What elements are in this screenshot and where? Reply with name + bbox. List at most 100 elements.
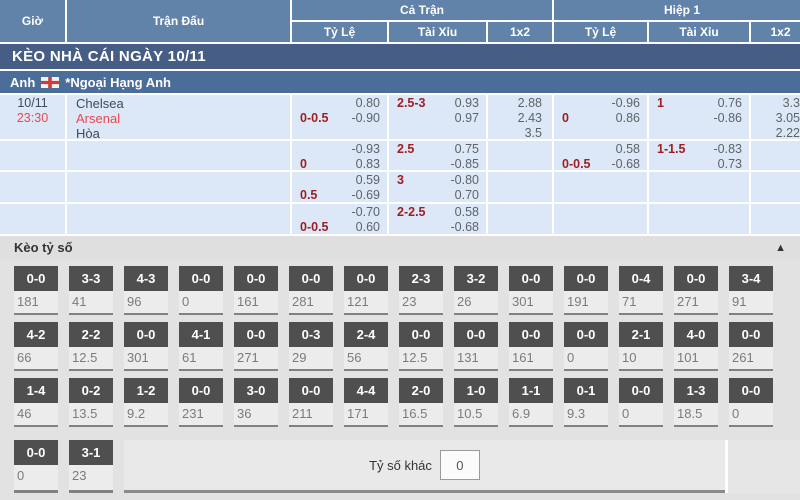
ft-handicap-cell[interactable]: -0.70 0-0.5 0.60 <box>292 204 387 234</box>
score-cell[interactable]: 3-3 41 <box>69 266 113 315</box>
ft-overunder-cell[interactable]: 2-2.5 0.58 -0.68 <box>389 204 486 234</box>
score-cell[interactable]: 1-1 6.9 <box>509 378 553 427</box>
score-chip[interactable]: 0-0 <box>179 378 223 403</box>
score-cell[interactable]: 0-3 29 <box>289 322 333 371</box>
ft-overunder-cell[interactable]: 2.5 0.75 -0.85 <box>389 141 486 170</box>
score-chip[interactable]: 0-0 <box>289 266 333 291</box>
score-cell[interactable]: 0-4 71 <box>619 266 663 315</box>
h1-1x2-cell[interactable] <box>751 204 800 234</box>
h1-1x2-cell[interactable] <box>751 172 800 202</box>
score-chip[interactable]: 0-0 <box>234 266 278 291</box>
odds-value[interactable]: -0.85 <box>450 157 480 170</box>
score-cell[interactable]: 4-3 96 <box>124 266 168 315</box>
score-cell[interactable]: 0-0 301 <box>509 266 553 315</box>
h1-handicap-cell[interactable] <box>554 172 647 202</box>
other-score-input[interactable] <box>439 450 480 480</box>
score-chip[interactable]: 1-4 <box>14 378 58 403</box>
odds-value[interactable]: 0.86 <box>615 111 640 125</box>
score-cell[interactable]: 0-0 301 <box>124 322 168 371</box>
ft-1x2-cell[interactable] <box>488 172 552 202</box>
score-cell[interactable]: 0-0 0 <box>179 266 223 315</box>
odds-value[interactable]: 0.83 <box>355 157 380 170</box>
ft-overunder-cell[interactable]: 3 -0.80 0.70 <box>389 172 486 202</box>
score-chip[interactable]: 3-2 <box>454 266 498 291</box>
odds-value[interactable]: 0.75 <box>454 142 479 156</box>
score-chip[interactable]: 3-1 <box>69 440 113 465</box>
score-cell[interactable]: 0-0 211 <box>289 378 333 427</box>
score-chip[interactable]: 0-0 <box>619 378 663 403</box>
score-cell[interactable]: 2-1 10 <box>619 322 663 371</box>
score-chip[interactable]: 0-0 <box>564 322 608 347</box>
score-chip[interactable]: 0-4 <box>619 266 663 291</box>
score-chip[interactable]: 3-3 <box>69 266 113 291</box>
score-cell[interactable]: 2-3 23 <box>399 266 443 315</box>
ft-handicap-cell[interactable]: 0.59 0.5 -0.69 <box>292 172 387 202</box>
score-cell[interactable]: 3-1 23 <box>69 440 113 493</box>
odds-value[interactable]: 0.58 <box>615 142 640 156</box>
score-cell[interactable]: 1-3 18.5 <box>674 378 718 427</box>
score-chip[interactable]: 4-1 <box>179 322 223 347</box>
score-chip[interactable]: 0-0 <box>729 378 773 403</box>
score-chip[interactable]: 0-0 <box>14 266 58 291</box>
ft-1x2-cell[interactable]: 2.88 2.43 3.5 <box>488 95 552 139</box>
odds-value[interactable]: 0.76 <box>717 96 742 110</box>
score-cell[interactable]: 2-0 16.5 <box>399 378 443 427</box>
score-cell[interactable]: 0-0 281 <box>289 266 333 315</box>
score-section-header[interactable]: Kèo tỷ số ▲ <box>0 236 800 259</box>
score-chip[interactable]: 1-2 <box>124 378 168 403</box>
score-cell[interactable]: 0-0 131 <box>454 322 498 371</box>
score-cell[interactable]: 4-0 101 <box>674 322 718 371</box>
odds-value[interactable]: 0.59 <box>355 173 380 187</box>
score-chip[interactable]: 0-0 <box>564 266 608 291</box>
score-cell[interactable]: 3-0 36 <box>234 378 278 427</box>
score-chip[interactable]: 2-0 <box>399 378 443 403</box>
h1-handicap-cell[interactable]: -0.96 0 0.86 <box>554 95 647 139</box>
odds-value[interactable]: -0.96 <box>611 96 641 110</box>
league-row[interactable]: Anh *Ngoại Hạng Anh <box>0 69 800 93</box>
score-cell[interactable]: 0-0 0 <box>619 378 663 427</box>
odds-value[interactable]: -0.93 <box>351 142 381 156</box>
odds-value[interactable]: -0.90 <box>351 111 381 125</box>
score-cell[interactable]: 0-0 0 <box>564 322 608 371</box>
h1-1x2-cell[interactable] <box>751 141 800 170</box>
score-chip[interactable]: 0-0 <box>14 440 58 465</box>
h1-overunder-cell[interactable]: 1 0.76 -0.86 <box>649 95 749 139</box>
score-cell[interactable]: 0-2 13.5 <box>69 378 113 427</box>
odds-value[interactable]: -0.83 <box>713 142 743 156</box>
score-chip[interactable]: 0-1 <box>564 378 608 403</box>
odds-value[interactable]: 0.60 <box>355 220 380 234</box>
ft-overunder-cell[interactable]: 2.5-3 0.93 0.97 <box>389 95 486 139</box>
score-chip[interactable]: 0-0 <box>674 266 718 291</box>
h1-handicap-cell[interactable] <box>554 204 647 234</box>
score-cell[interactable]: 0-0 12.5 <box>399 322 443 371</box>
score-cell[interactable]: 0-0 181 <box>14 266 58 315</box>
odds-value[interactable]: -0.80 <box>450 173 480 187</box>
score-chip[interactable]: 0-3 <box>289 322 333 347</box>
score-cell[interactable]: 1-4 46 <box>14 378 58 427</box>
odds-value[interactable]: 0.73 <box>717 157 742 170</box>
score-chip[interactable]: 0-2 <box>69 378 113 403</box>
score-chip[interactable]: 0-0 <box>509 266 553 291</box>
score-chip[interactable]: 1-3 <box>674 378 718 403</box>
score-chip[interactable]: 1-1 <box>509 378 553 403</box>
score-cell[interactable]: 2-4 56 <box>344 322 388 371</box>
score-cell[interactable]: 0-0 231 <box>179 378 223 427</box>
score-cell[interactable]: 0-0 271 <box>234 322 278 371</box>
score-chip[interactable]: 0-0 <box>454 322 498 347</box>
odds-value[interactable]: 0.80 <box>355 96 380 110</box>
h1-handicap-cell[interactable]: 0.58 0-0.5 -0.68 <box>554 141 647 170</box>
ft-handicap-cell[interactable]: -0.93 0 0.83 <box>292 141 387 170</box>
ft-1x2-cell[interactable] <box>488 204 552 234</box>
ft-handicap-cell[interactable]: 0.80 0-0.5 -0.90 <box>292 95 387 139</box>
score-cell[interactable]: 0-0 161 <box>509 322 553 371</box>
score-chip[interactable]: 0-0 <box>179 266 223 291</box>
score-cell[interactable]: 2-2 12.5 <box>69 322 113 371</box>
odds-value[interactable]: 0.93 <box>454 96 479 110</box>
score-chip[interactable]: 4-0 <box>674 322 718 347</box>
odds-value[interactable]: 2.43 <box>517 111 542 125</box>
odds-value[interactable]: -0.68 <box>611 157 641 170</box>
score-cell[interactable]: 0-0 271 <box>674 266 718 315</box>
score-chip[interactable]: 4-2 <box>14 322 58 347</box>
score-cell[interactable]: 0-0 191 <box>564 266 608 315</box>
odds-value[interactable]: 3.3 <box>782 96 800 110</box>
